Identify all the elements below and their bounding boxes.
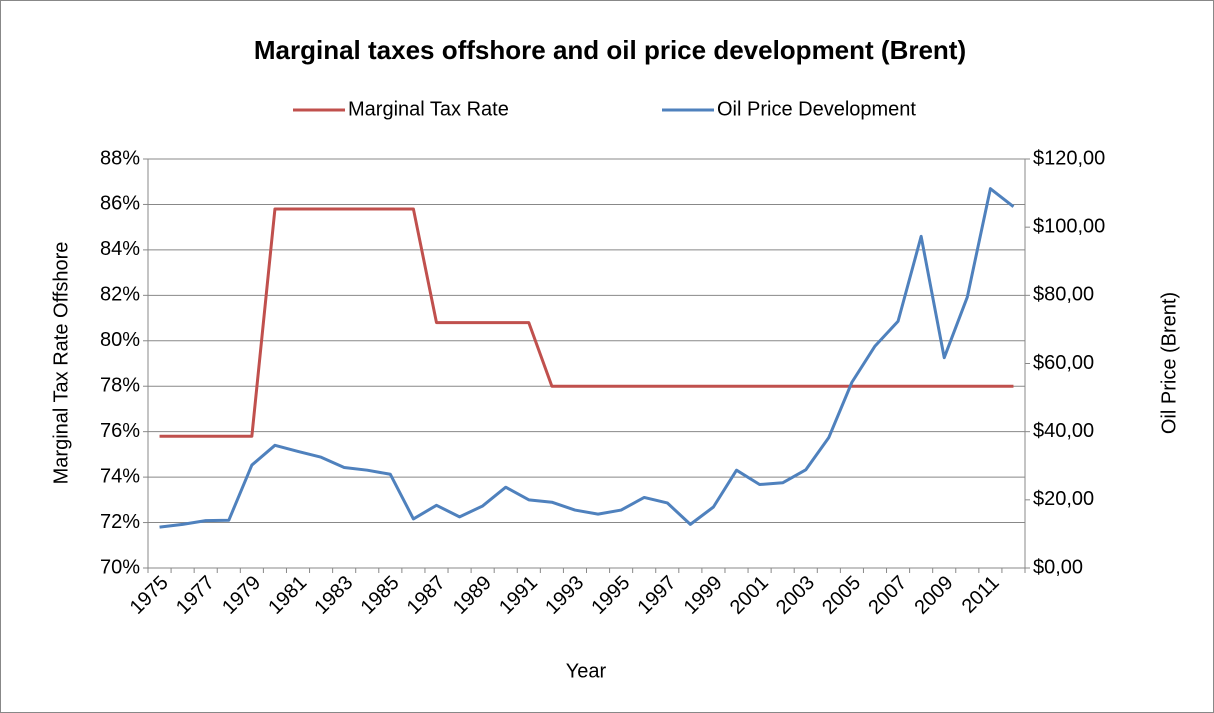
y2-tick-label: $120,00	[1033, 147, 1105, 169]
chart-title: Marginal taxes offshore and oil price de…	[254, 35, 966, 65]
data-line	[159, 207, 1014, 438]
y-tick-label: 70%	[100, 556, 140, 578]
legend-label: Marginal Tax Rate	[348, 98, 509, 120]
y-tick-label: 84%	[100, 238, 140, 260]
y-tick-label: 74%	[100, 465, 140, 487]
y-tick-label: 82%	[100, 284, 140, 306]
y2-tick-label: $40,00	[1033, 420, 1094, 442]
y-axis-title: Marginal Tax Rate Offshore	[50, 242, 72, 485]
y-tick-label: 76%	[100, 420, 140, 442]
y2-tick-label: $20,00	[1033, 488, 1094, 510]
y2-tick-label: $60,00	[1033, 352, 1094, 374]
y2-tick-label: $80,00	[1033, 284, 1094, 306]
data-line	[159, 187, 1015, 529]
x-axis-title: Year	[566, 660, 607, 682]
y-tick-label: 78%	[100, 375, 140, 397]
y-tick-label: 88%	[100, 147, 140, 169]
y-tick-label: 80%	[100, 329, 140, 351]
y-tick-label: 72%	[100, 511, 140, 533]
legend-label: Oil Price Development	[717, 98, 916, 120]
y-tick-label: 86%	[100, 193, 140, 215]
y2-tick-label: $0,00	[1033, 556, 1083, 578]
y2-tick-label: $100,00	[1033, 215, 1105, 237]
y2-axis-title: Oil Price (Brent)	[1158, 292, 1180, 434]
